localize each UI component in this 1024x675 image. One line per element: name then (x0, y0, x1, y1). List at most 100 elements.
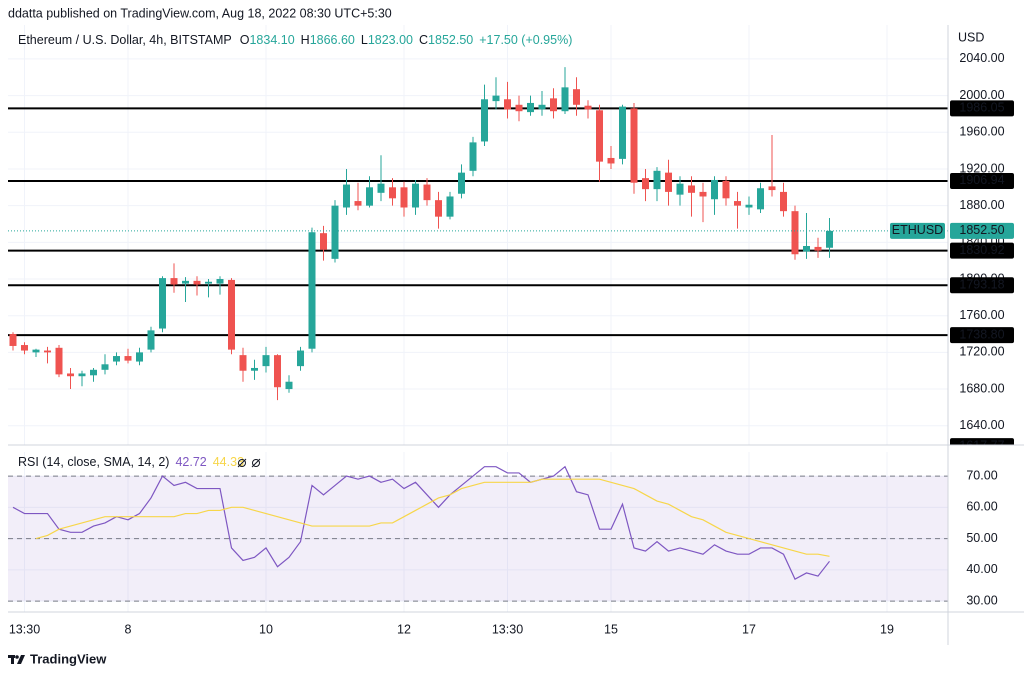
legend-key: H (301, 33, 310, 47)
candle-body (504, 99, 511, 110)
level-label: 1738.80 (959, 327, 1004, 341)
candle-body (320, 233, 327, 250)
y-tick-label: 1680.00 (959, 381, 1004, 395)
candle-body (124, 356, 132, 361)
candle-body (285, 381, 293, 390)
candle-body (561, 87, 569, 112)
y-tick-label: 1760.00 (959, 308, 1004, 322)
candle-body (803, 246, 810, 252)
y-tick-label: 40.00 (966, 562, 997, 576)
legend-value: 1834.10 (249, 33, 294, 47)
level-tag (950, 242, 1014, 259)
legend: Ethereum / U.S. Dollar, 4h, BITSTAMP O183… (18, 33, 572, 47)
candle-body (55, 347, 63, 375)
x-tick-label: 15 (604, 622, 618, 636)
candle-body (113, 356, 120, 362)
y-tick-label: 1920.00 (959, 161, 1004, 175)
series-line (12, 465, 830, 581)
candle-body (711, 179, 718, 200)
candle-body (297, 350, 304, 367)
logo (8, 655, 25, 664)
candle-body (435, 200, 442, 217)
price-label: 1852.50 (959, 223, 1004, 237)
candle-body (251, 367, 258, 371)
candle-body (78, 373, 86, 377)
symbol-tag (890, 222, 945, 239)
legend-value: 42.72 (175, 455, 206, 469)
candle-body (780, 191, 787, 212)
candle-body (814, 246, 822, 251)
candle-body (331, 205, 339, 259)
candle-body (389, 187, 396, 199)
y-tick-label: 70.00 (966, 468, 997, 482)
legend-change: +17.50 (+0.95%) (479, 33, 572, 47)
currency-label: USD (958, 30, 984, 44)
visibility-icons (237, 458, 261, 468)
legend-title: RSI (14, close, SMA, 14, 2) (18, 455, 169, 469)
candle-body (745, 204, 753, 208)
candle-body (757, 188, 764, 210)
legend-symbol: Ethereum / U.S. Dollar, 4h, BITSTAMP (18, 33, 232, 47)
candle-body (676, 183, 684, 195)
legend-value: 44.33 (213, 455, 244, 469)
candle-body (469, 142, 477, 171)
candle-body (308, 232, 316, 349)
legend-value: 1866.60 (310, 33, 355, 47)
candle-body (734, 201, 741, 206)
level-tag (950, 100, 1014, 117)
candle-body (228, 279, 235, 350)
y-tick-label: 30.00 (966, 593, 997, 607)
legend-key: C (419, 33, 428, 47)
candle-body (596, 110, 603, 162)
legend-value: 1823.00 (368, 33, 413, 47)
candle-body (205, 281, 212, 284)
candle-body (67, 373, 74, 377)
x-tick-label: 13:30 (492, 622, 523, 636)
legend-key: L (361, 33, 368, 47)
candle-body (21, 345, 28, 351)
candle-body (573, 89, 580, 105)
candle-body (826, 230, 833, 248)
candle-body (630, 108, 638, 183)
series-line (35, 478, 830, 557)
candle-body (492, 95, 500, 102)
candle-body (343, 184, 350, 208)
legend-key: O (240, 33, 250, 47)
candle-body (550, 98, 557, 112)
candle-body (193, 280, 201, 285)
y-tick-label: 50.00 (966, 531, 997, 545)
candle-body (32, 349, 40, 353)
candle-body (101, 364, 109, 370)
level-label: 1793.18 (959, 278, 1004, 292)
x-tick-label: 12 (397, 622, 411, 636)
candle-body (412, 183, 419, 208)
candle-body (9, 334, 17, 346)
candle-body (642, 178, 649, 190)
candle-body (147, 330, 155, 350)
y-tick-label: 2000.00 (959, 88, 1004, 102)
legend: RSI (14, close, SMA, 14, 2) 42.72 44.33 (18, 455, 244, 469)
y-tick-label: 1640.00 (959, 418, 1004, 432)
level-tag (950, 277, 1014, 294)
x-tick-label: 10 (259, 622, 273, 636)
candle-body (136, 352, 143, 362)
candle-body (619, 106, 626, 159)
brand: TradingView (30, 651, 107, 666)
level-label: 1617.77 (959, 438, 1004, 452)
y-tick-label: 60.00 (966, 500, 997, 514)
candle-body (159, 278, 166, 329)
symbol-label: ETHUSD (892, 223, 943, 237)
x-tick-label: 13:30 (9, 622, 40, 636)
candle-body (44, 350, 51, 353)
candle-body (377, 183, 385, 193)
candle-body (446, 196, 454, 217)
candle-body (170, 278, 178, 285)
legend-value: 1852.50 (428, 33, 473, 47)
candle-body (722, 180, 730, 199)
candle-body (216, 279, 224, 284)
price-tag (950, 222, 1014, 239)
level-tag (950, 438, 1014, 445)
candle-body (688, 185, 695, 193)
candle-body (354, 201, 362, 206)
